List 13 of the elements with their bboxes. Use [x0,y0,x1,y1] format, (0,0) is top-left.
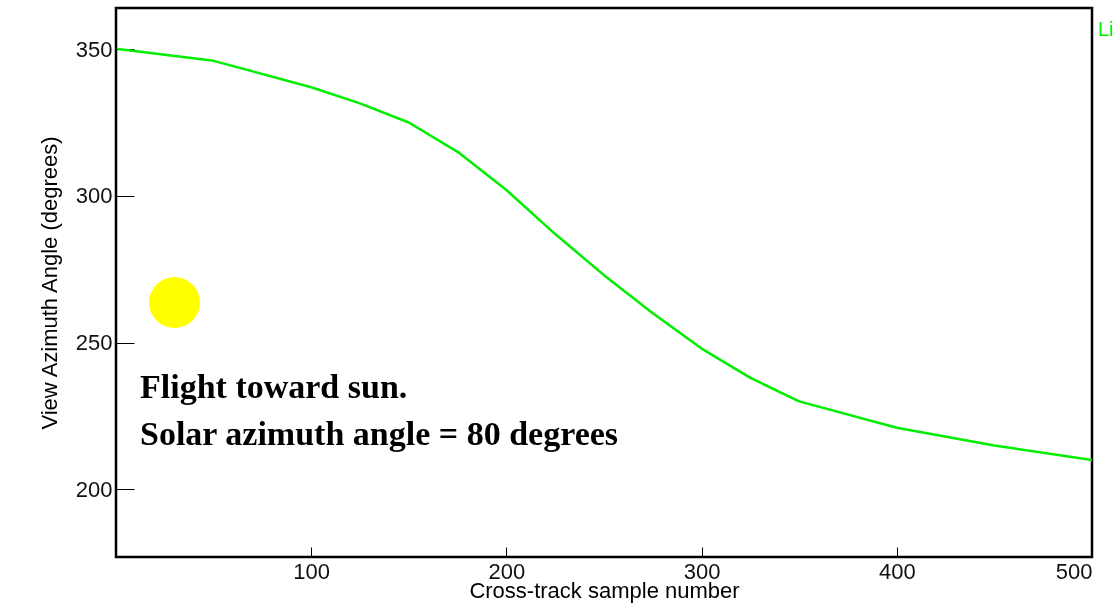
y-tick-label: 300 [75,183,113,209]
y-axis-title: View Azimuth Angle (degrees) [36,136,62,430]
annotation: Flight toward sun. [140,368,408,405]
line-series [116,47,1092,462]
x-tick-label: 400 [878,558,916,584]
y-tick-label: 250 [75,330,113,356]
x-tick-label: 500 [1055,558,1093,584]
annotation: Solar azimuth angle = 80 degrees [140,415,619,452]
y-tick-label: 350 [75,36,113,62]
x-tick-label: 100 [293,558,331,584]
x-tick-label: 200 [488,558,526,584]
y-tick-label: 200 [75,476,113,502]
text: Li [1098,18,1114,40]
